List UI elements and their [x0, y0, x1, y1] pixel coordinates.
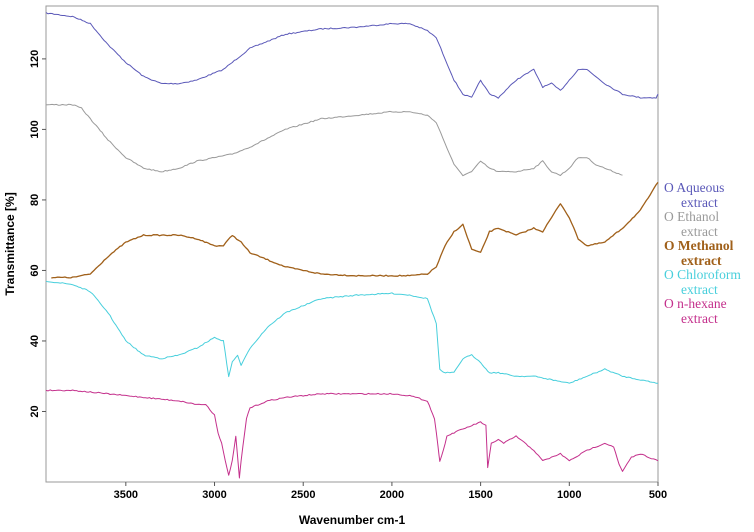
legend-marker: O [664, 180, 674, 195]
legend-label: extract [681, 310, 718, 326]
legend-marker: O [664, 209, 674, 224]
x-tick-label: 1000 [557, 489, 581, 501]
x-tick-label: 1500 [468, 489, 492, 501]
x-tick-label: 2500 [291, 489, 315, 501]
x-tick-label: 3500 [114, 489, 138, 501]
plot-frame [45, 5, 659, 483]
legend-item-chloroform: O Chloroform extract [664, 267, 754, 297]
series-line-methanol-extract [51, 181, 659, 279]
legend-label: extract [681, 194, 718, 210]
legend-label: Chloroform [677, 267, 741, 282]
y-tick-label: 80 [29, 194, 41, 206]
legend-item-aqueous: O Aqueous extract [664, 180, 754, 210]
y-tick-label: 40 [29, 335, 41, 347]
y-axis-label: Transmittance [%] [3, 192, 17, 295]
x-axis-ticks: 3500 3000 2500 2000 1500 1000 500 [114, 482, 667, 501]
y-tick-label: 60 [29, 264, 41, 276]
legend-label: Ethanol [677, 209, 720, 224]
series-line-aqueous-extract [45, 12, 659, 99]
y-tick-label: 100 [29, 120, 41, 138]
legend-label: Methanol [677, 238, 734, 253]
legend-marker: O [664, 296, 674, 311]
legend-item-n-hexane: O n-hexane extract [664, 296, 754, 326]
series-line-ethanol-extract [45, 103, 623, 177]
legend: O Aqueous extract O Ethanol extract O Me… [664, 180, 754, 326]
series-line-n-hexane-extract [45, 389, 659, 479]
x-tick-label: 2000 [380, 489, 404, 501]
x-tick-label: 500 [649, 489, 667, 501]
x-tick-label: 3000 [202, 489, 226, 501]
legend-label: n-hexane [677, 296, 727, 311]
x-axis-label: Wavenumber cm-1 [299, 513, 406, 527]
legend-marker: O [664, 238, 675, 253]
legend-label: extract [681, 281, 718, 297]
legend-item-ethanol: O Ethanol extract [664, 209, 754, 239]
series-line-chloroform-extract [45, 280, 659, 384]
legend-item-methanol: O Methanol extract [664, 238, 754, 268]
y-axis-ticks: 20 40 60 80 100 120 [29, 50, 46, 418]
legend-label: extract [681, 223, 718, 239]
legend-label: extract [681, 252, 722, 268]
legend-label: Aqueous [676, 180, 725, 195]
legend-marker: O [664, 267, 674, 282]
y-tick-label: 120 [29, 50, 41, 68]
y-tick-label: 20 [29, 405, 41, 417]
series-layer [45, 12, 659, 479]
